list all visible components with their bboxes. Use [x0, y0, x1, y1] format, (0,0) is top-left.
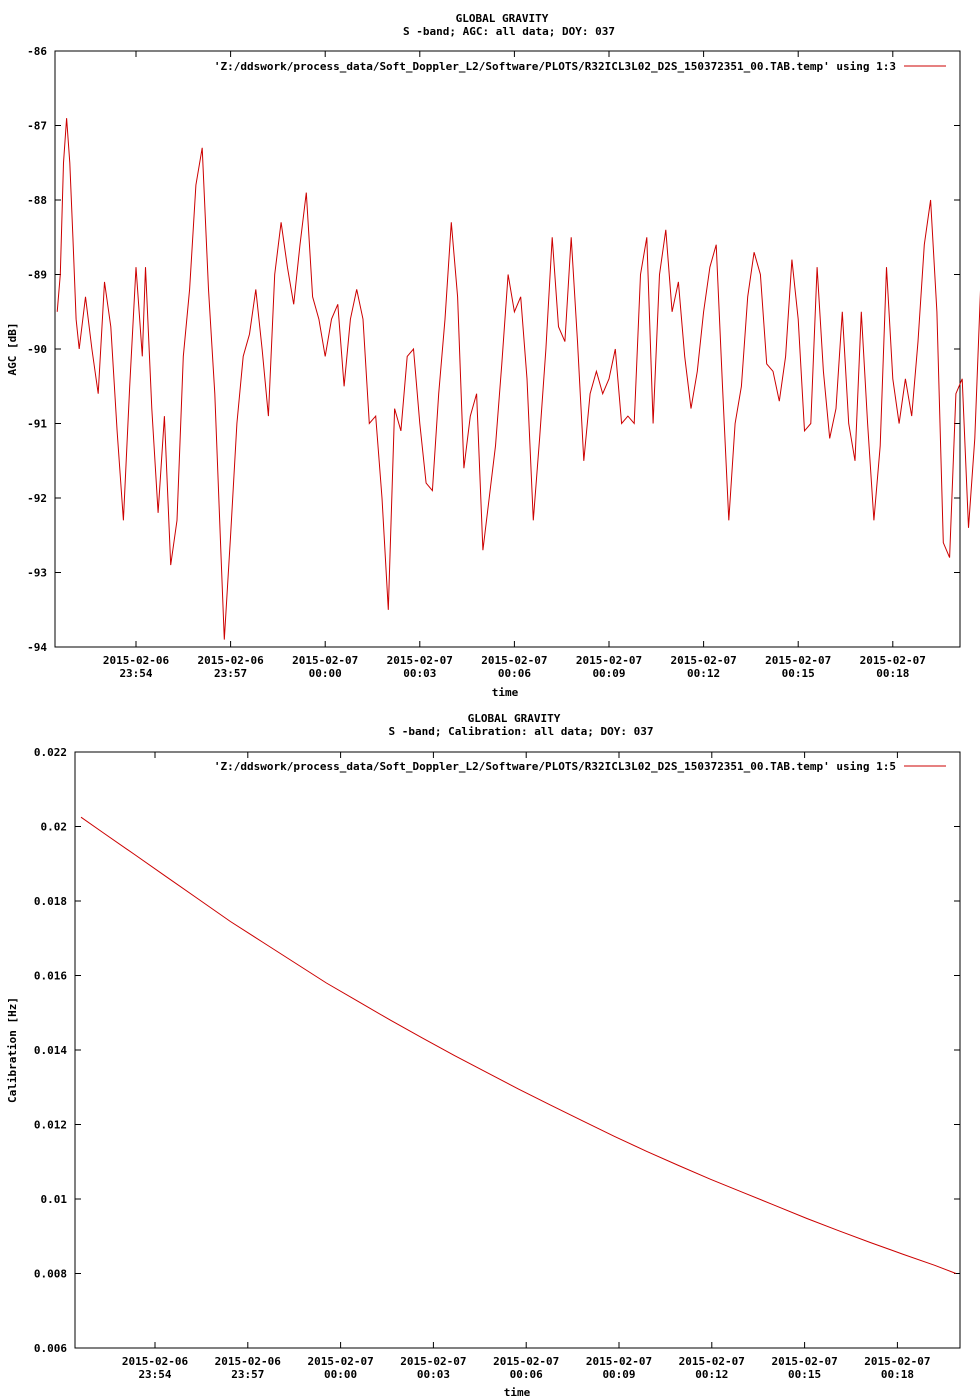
x-tick-date: 2015-02-07 — [493, 1355, 559, 1368]
y-tick-label: -94 — [27, 641, 47, 654]
calibration-series-line — [80, 816, 957, 1274]
x-tick-time: 00:18 — [876, 667, 909, 680]
x-tick-date: 2015-02-06 — [122, 1355, 189, 1368]
y-tick-label: 0.02 — [41, 821, 68, 834]
x-tick-time: 00:12 — [695, 1368, 728, 1381]
y-tick-label: 0.008 — [34, 1268, 67, 1281]
x-tick-time: 00:06 — [498, 667, 531, 680]
agc-legend-label: 'Z:/ddswork/process_data/Soft_Doppler_L2… — [214, 60, 896, 73]
y-tick-label: -93 — [27, 567, 47, 580]
x-tick-date: 2015-02-07 — [387, 654, 453, 667]
x-tick-date: 2015-02-07 — [860, 654, 926, 667]
agc-chart-title: GLOBAL GRAVITY — [456, 12, 549, 25]
y-tick-label: 0.006 — [34, 1342, 67, 1355]
x-tick-date: 2015-02-07 — [576, 654, 642, 667]
y-tick-label: 0.012 — [34, 1119, 67, 1132]
x-tick-date: 2015-02-07 — [481, 654, 547, 667]
x-tick-time: 00:09 — [592, 667, 625, 680]
x-tick-time: 00:18 — [881, 1368, 914, 1381]
x-tick-time: 23:57 — [231, 1368, 264, 1381]
x-tick-date: 2015-02-07 — [586, 1355, 652, 1368]
calibration-x-axis-label: time — [504, 1386, 531, 1399]
x-tick-time: 00:09 — [602, 1368, 635, 1381]
y-tick-label: -87 — [27, 120, 47, 133]
agc-series-line — [56, 118, 980, 640]
calibration-chart-title: GLOBAL GRAVITY — [468, 712, 561, 725]
y-tick-label: 0.014 — [34, 1044, 67, 1057]
agc-chart: GLOBAL GRAVITY S -band; AGC: all data; D… — [6, 12, 980, 699]
x-tick-time: 00:15 — [782, 667, 815, 680]
x-tick-date: 2015-02-06 — [197, 654, 264, 667]
x-tick-time: 23:54 — [119, 667, 152, 680]
y-tick-label: -90 — [27, 343, 47, 356]
calibration-chart: GLOBAL GRAVITY S -band; Calibration: all… — [6, 712, 961, 1399]
calibration-chart-subtitle: S -band; Calibration: all data; DOY: 037 — [389, 725, 654, 738]
y-tick-label: 0.022 — [34, 746, 67, 759]
x-tick-time: 23:54 — [138, 1368, 171, 1381]
y-tick-label: -88 — [27, 194, 47, 207]
y-tick-label: 0.018 — [34, 895, 67, 908]
y-tick-label: -91 — [27, 418, 47, 431]
x-tick-date: 2015-02-06 — [215, 1355, 282, 1368]
y-tick-label: 0.01 — [41, 1193, 68, 1206]
x-tick-date: 2015-02-07 — [307, 1355, 373, 1368]
agc-x-axis: 2015-02-0623:542015-02-0623:572015-02-07… — [103, 51, 926, 680]
y-tick-label: -92 — [27, 492, 47, 505]
x-tick-time: 00:06 — [510, 1368, 543, 1381]
x-tick-date: 2015-02-07 — [670, 654, 736, 667]
x-tick-time: 00:00 — [309, 667, 342, 680]
calibration-x-axis: 2015-02-0623:542015-02-0623:572015-02-07… — [122, 752, 931, 1381]
calibration-plot-frame — [74, 751, 961, 1349]
x-tick-time: 00:00 — [324, 1368, 357, 1381]
x-tick-date: 2015-02-07 — [679, 1355, 745, 1368]
calibration-y-axis: 0.022 0.02 0.018 0.016 0.014 0.012 0.01 0.008 0.… — [34, 746, 960, 1355]
x-tick-date: 2015-02-07 — [400, 1355, 466, 1368]
x-tick-date: 2015-02-07 — [771, 1355, 837, 1368]
y-tick-label: 0.016 — [34, 970, 67, 983]
y-tick-label: -89 — [27, 269, 47, 282]
agc-y-axis: -86 -87 -88 -89 -90 -91 -92 -93 -94 — [27, 45, 960, 654]
x-tick-date: 2015-02-07 — [864, 1355, 930, 1368]
x-tick-time: 23:57 — [214, 667, 247, 680]
calibration-y-axis-label: Calibration [Hz] — [6, 997, 19, 1103]
x-tick-time: 00:03 — [403, 667, 436, 680]
x-tick-date: 2015-02-06 — [103, 654, 170, 667]
x-tick-time: 00:15 — [788, 1368, 821, 1381]
x-tick-date: 2015-02-07 — [292, 654, 358, 667]
agc-chart-subtitle: S -band; AGC: all data; DOY: 037 — [403, 25, 615, 38]
agc-y-axis-label: AGC [dB] — [6, 323, 19, 376]
agc-x-axis-label: time — [492, 686, 519, 699]
x-tick-date: 2015-02-07 — [765, 654, 831, 667]
calibration-legend-label: 'Z:/ddswork/process_data/Soft_Doppler_L2… — [214, 760, 896, 773]
x-tick-time: 00:12 — [687, 667, 720, 680]
y-tick-label: -86 — [27, 45, 47, 58]
agc-plot-frame — [54, 50, 961, 648]
x-tick-time: 00:03 — [417, 1368, 450, 1381]
